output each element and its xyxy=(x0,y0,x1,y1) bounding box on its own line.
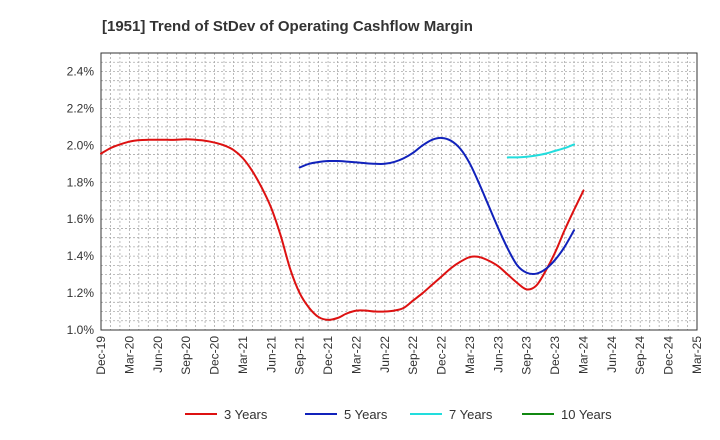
x-tick-label: Jun-20 xyxy=(151,336,165,373)
y-tick-label: 1.4% xyxy=(67,249,95,263)
x-tick-label: Dec-22 xyxy=(435,336,449,375)
axes xyxy=(100,52,698,331)
y-tick-labels: 1.0% 1.2% 1.4% 1.6% 1.8% 2.0% 2.2% 2.4% xyxy=(67,64,95,337)
x-tick-label: Jun-23 xyxy=(491,336,505,373)
y-tick-label: 2.4% xyxy=(67,64,95,78)
x-tick-label: Mar-25 xyxy=(690,336,704,374)
x-tick-label: Dec-19 xyxy=(94,336,108,375)
x-tick-label: Dec-23 xyxy=(548,336,562,375)
x-tick-label: Mar-24 xyxy=(576,336,590,374)
grid-lines xyxy=(100,52,698,331)
legend: 3 Years 5 Years 7 Years 10 Years xyxy=(185,407,612,422)
x-tick-label: Jun-22 xyxy=(378,336,392,373)
x-tick-label: Sep-20 xyxy=(179,336,193,375)
x-tick-label: Sep-22 xyxy=(406,336,420,375)
y-tick-label: 1.8% xyxy=(67,175,95,189)
plot-frame xyxy=(100,52,698,331)
x-tick-label: Sep-24 xyxy=(633,336,647,375)
x-tick-label: Mar-23 xyxy=(463,336,477,374)
series-lines xyxy=(100,136,585,321)
series-line-7-years xyxy=(506,143,576,159)
chart-title: [1951] Trend of StDev of Operating Cashf… xyxy=(102,18,473,35)
series-line-5-years xyxy=(298,136,576,276)
legend-label-10-years: 10 Years xyxy=(561,407,612,422)
x-tick-label: Dec-21 xyxy=(321,336,335,375)
x-tick-label: Jun-24 xyxy=(605,336,619,373)
y-tick-label: 1.2% xyxy=(67,286,95,300)
series-line-3-years xyxy=(100,138,585,321)
x-tick-labels: Dec-19 Mar-20 Jun-20 Sep-20 Dec-20 Mar-21 Jun-… xyxy=(94,336,704,375)
y-tick-label: 2.2% xyxy=(67,101,95,115)
x-tick-label: Mar-21 xyxy=(236,336,250,374)
x-tick-label: Dec-24 xyxy=(662,336,676,375)
x-tick-label: Sep-23 xyxy=(520,336,534,375)
x-tick-label: Jun-21 xyxy=(264,336,278,373)
x-tick-label: Dec-20 xyxy=(208,336,222,375)
y-tick-label: 1.0% xyxy=(67,323,95,337)
x-tick-label: Mar-22 xyxy=(349,336,363,374)
y-tick-label: 2.0% xyxy=(67,138,95,152)
legend-label-3-years: 3 Years xyxy=(224,407,268,422)
x-tick-label: Sep-21 xyxy=(293,336,307,375)
y-tick-label: 1.6% xyxy=(67,212,95,226)
legend-label-7-years: 7 Years xyxy=(449,407,493,422)
legend-label-5-years: 5 Years xyxy=(344,407,388,422)
x-tick-label: Mar-20 xyxy=(122,336,136,374)
